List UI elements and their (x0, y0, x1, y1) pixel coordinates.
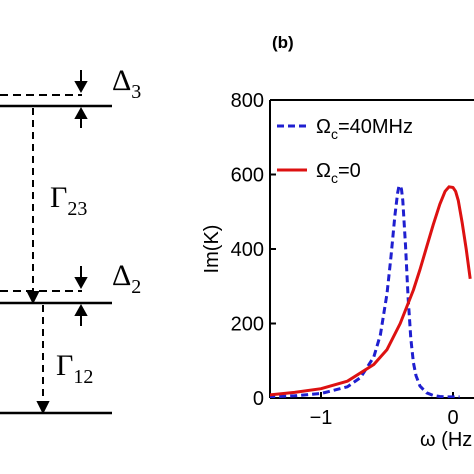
legend-label-zero: Ωc=0 (316, 160, 361, 186)
y-tick-label: 600 (231, 165, 264, 187)
x-tick-label: −1 (310, 407, 333, 429)
y-ticks: 0 200 400 600 800 (231, 90, 276, 410)
level-diagram: Δ3 Δ2 Γ23 Γ12 (0, 64, 141, 415)
y-tick-label: 400 (231, 239, 264, 261)
panel-b-label: (b) (272, 33, 294, 52)
y-tick-label: 800 (231, 90, 264, 112)
delta2-label: Δ2 (112, 259, 141, 298)
x-axis-title: ω (Hz (420, 429, 472, 451)
legend-label-40mhz: Ωc=40MHz (316, 116, 413, 142)
delta3-label: Δ3 (112, 64, 141, 103)
gamma12-arrow (36, 305, 50, 415)
y-tick-label: 200 (231, 314, 264, 336)
x-ticks: −1 0 (310, 392, 459, 429)
gamma12-label: Γ12 (56, 349, 93, 388)
y-axis-title: Im(K) (201, 225, 223, 274)
delta3-arrows (74, 70, 88, 128)
series-group (270, 184, 472, 398)
y-tick-label: 0 (253, 388, 264, 410)
gamma23-label: Γ23 (50, 181, 87, 220)
legend: Ωc=40MHz Ωc=0 (277, 116, 413, 186)
series-line-zero (270, 185, 472, 397)
chart-panel-b: 0 200 400 600 800 −1 0 Im(K) ω (Hz Ωc=40MHz Ω… (201, 90, 474, 451)
delta2-arrows (74, 266, 88, 326)
x-tick-label: 0 (447, 407, 458, 429)
gamma23-arrow (26, 108, 40, 305)
series-line-40mhz (270, 184, 460, 398)
